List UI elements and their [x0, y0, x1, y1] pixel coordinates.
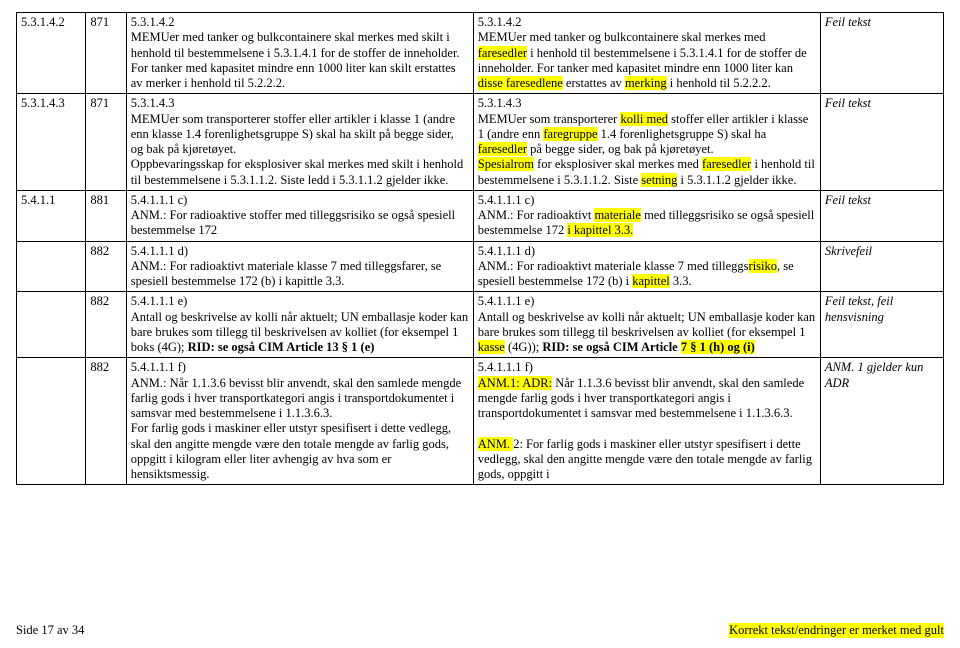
comment: Feil tekst, feil hensvisning: [820, 292, 943, 358]
original-text: 5.3.1.4.3MEMUer som transporterer stoffe…: [126, 94, 473, 191]
original-text: 5.4.1.1.1 f)ANM.: Når 1.1.3.6 bevisst bl…: [126, 358, 473, 485]
section-ref: [17, 292, 86, 358]
original-text: 5.3.1.4.2 MEMUer med tanker og bulkconta…: [126, 13, 473, 94]
page-footer: Side 17 av 34 Korrekt tekst/endringer er…: [16, 623, 944, 638]
section-ref: 5.4.1.1: [17, 190, 86, 241]
table-row: 5.3.1.4.28715.3.1.4.2 MEMUer med tanker …: [17, 13, 944, 94]
corrected-text: 5.3.1.4.2 MEMUer med tanker og bulkconta…: [473, 13, 820, 94]
corrected-text: 5.3.1.4.3MEMUer som transporterer kolli …: [473, 94, 820, 191]
corrected-text: 5.4.1.1.1 f)ANM.1: ADR: Når 1.1.3.6 bevi…: [473, 358, 820, 485]
page-ref: 882: [86, 241, 126, 292]
content-table: 5.3.1.4.28715.3.1.4.2 MEMUer med tanker …: [16, 12, 944, 485]
section-ref: 5.3.1.4.3: [17, 94, 86, 191]
original-text: 5.4.1.1.1 e)Antall og beskrivelse av kol…: [126, 292, 473, 358]
corrected-text: 5.4.1.1.1 c)ANM.: For radioaktivt materi…: [473, 190, 820, 241]
comment: Skrivefeil: [820, 241, 943, 292]
table-row: 8825.4.1.1.1 f)ANM.: Når 1.1.3.6 bevisst…: [17, 358, 944, 485]
comment: Feil tekst: [820, 94, 943, 191]
comment: Feil tekst: [820, 190, 943, 241]
table-row: 5.3.1.4.38715.3.1.4.3MEMUer som transpor…: [17, 94, 944, 191]
original-text: 5.4.1.1.1 d)ANM.: For radioaktivt materi…: [126, 241, 473, 292]
corrected-text: 5.4.1.1.1 d)ANM.: For radioaktivt materi…: [473, 241, 820, 292]
section-ref: [17, 358, 86, 485]
table-row: 8825.4.1.1.1 d)ANM.: For radioaktivt mat…: [17, 241, 944, 292]
comment: Feil tekst: [820, 13, 943, 94]
page-number: Side 17 av 34: [16, 623, 84, 638]
page-ref: 881: [86, 190, 126, 241]
corrected-text: 5.4.1.1.1 e)Antall og beskrivelse av kol…: [473, 292, 820, 358]
table-row: 8825.4.1.1.1 e)Antall og beskrivelse av …: [17, 292, 944, 358]
page-ref: 871: [86, 94, 126, 191]
page-ref: 882: [86, 358, 126, 485]
footer-note: Korrekt tekst/endringer er merket med gu…: [729, 623, 944, 638]
page-ref: 871: [86, 13, 126, 94]
page-ref: 882: [86, 292, 126, 358]
table-row: 5.4.1.18815.4.1.1.1 c)ANM.: For radioakt…: [17, 190, 944, 241]
comment: ANM. 1 gjelder kun ADR: [820, 358, 943, 485]
section-ref: [17, 241, 86, 292]
original-text: 5.4.1.1.1 c)ANM.: For radioaktive stoffe…: [126, 190, 473, 241]
section-ref: 5.3.1.4.2: [17, 13, 86, 94]
